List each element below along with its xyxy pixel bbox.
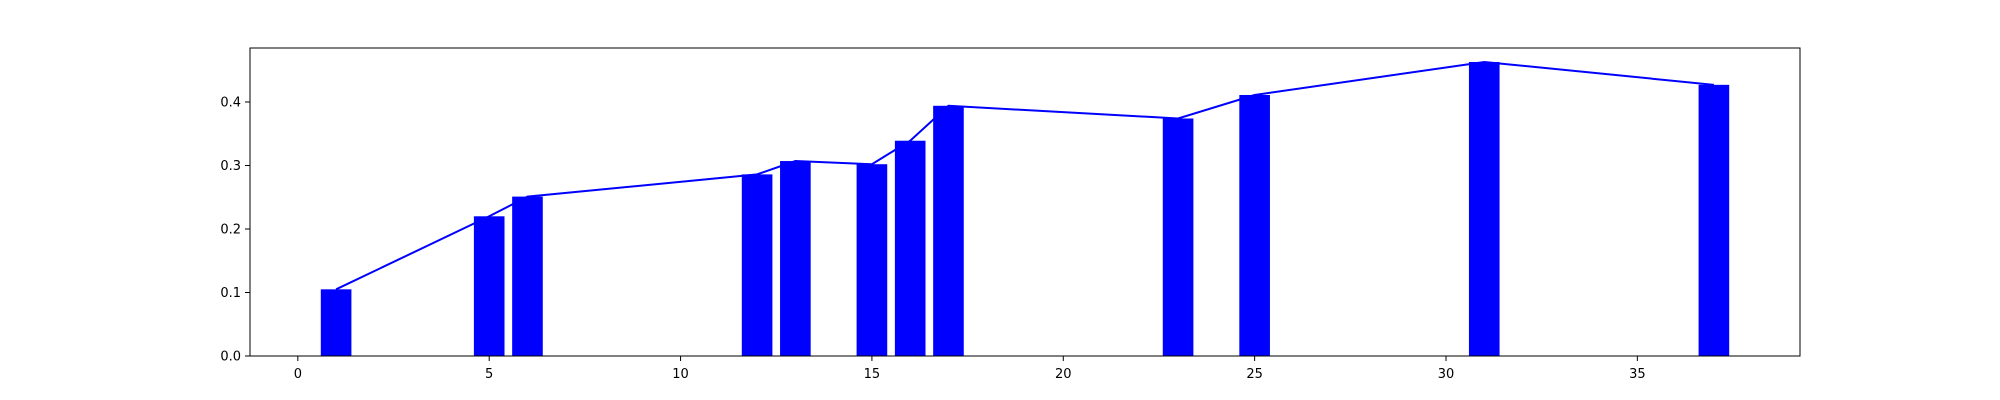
- x-tick-label: 20: [1055, 367, 1072, 382]
- bar-13: [780, 161, 811, 356]
- bar-6: [512, 196, 543, 356]
- y-tick-label: 0.1: [220, 286, 241, 301]
- x-tick-label: 5: [485, 367, 493, 382]
- x-tick-label: 30: [1438, 367, 1455, 382]
- plot-area-frame: [249, 47, 1801, 357]
- bar-31: [1468, 61, 1500, 356]
- x-tick-label: 0: [294, 367, 302, 382]
- bar-16: [894, 140, 926, 356]
- y-axis: 0.0 0.1 0.2 0.3 0.4: [220, 95, 250, 365]
- line-series: [335, 60, 1714, 291]
- x-tick-label: 35: [1629, 367, 1646, 382]
- bar-17: [933, 105, 964, 356]
- bar-1: [320, 289, 352, 356]
- bar-5: [473, 216, 505, 356]
- bar-series: [320, 61, 1730, 357]
- x-tick-label: 15: [864, 367, 881, 382]
- x-axis: 0 5 10 15 20 25 30 35: [294, 356, 1646, 382]
- y-tick-label: 0.3: [220, 159, 241, 174]
- bar-12: [741, 174, 773, 356]
- x-tick-label: 10: [672, 367, 689, 382]
- bar-15: [856, 164, 888, 356]
- bar-37: [1698, 84, 1730, 356]
- y-tick-label: 0.2: [220, 222, 241, 237]
- bar-25: [1239, 94, 1270, 357]
- y-tick-label: 0.0: [220, 350, 241, 365]
- x-tick-label: 25: [1246, 367, 1263, 382]
- trend-line: [335, 60, 1714, 291]
- bar-23: [1162, 118, 1194, 357]
- y-tick-label: 0.4: [220, 95, 241, 110]
